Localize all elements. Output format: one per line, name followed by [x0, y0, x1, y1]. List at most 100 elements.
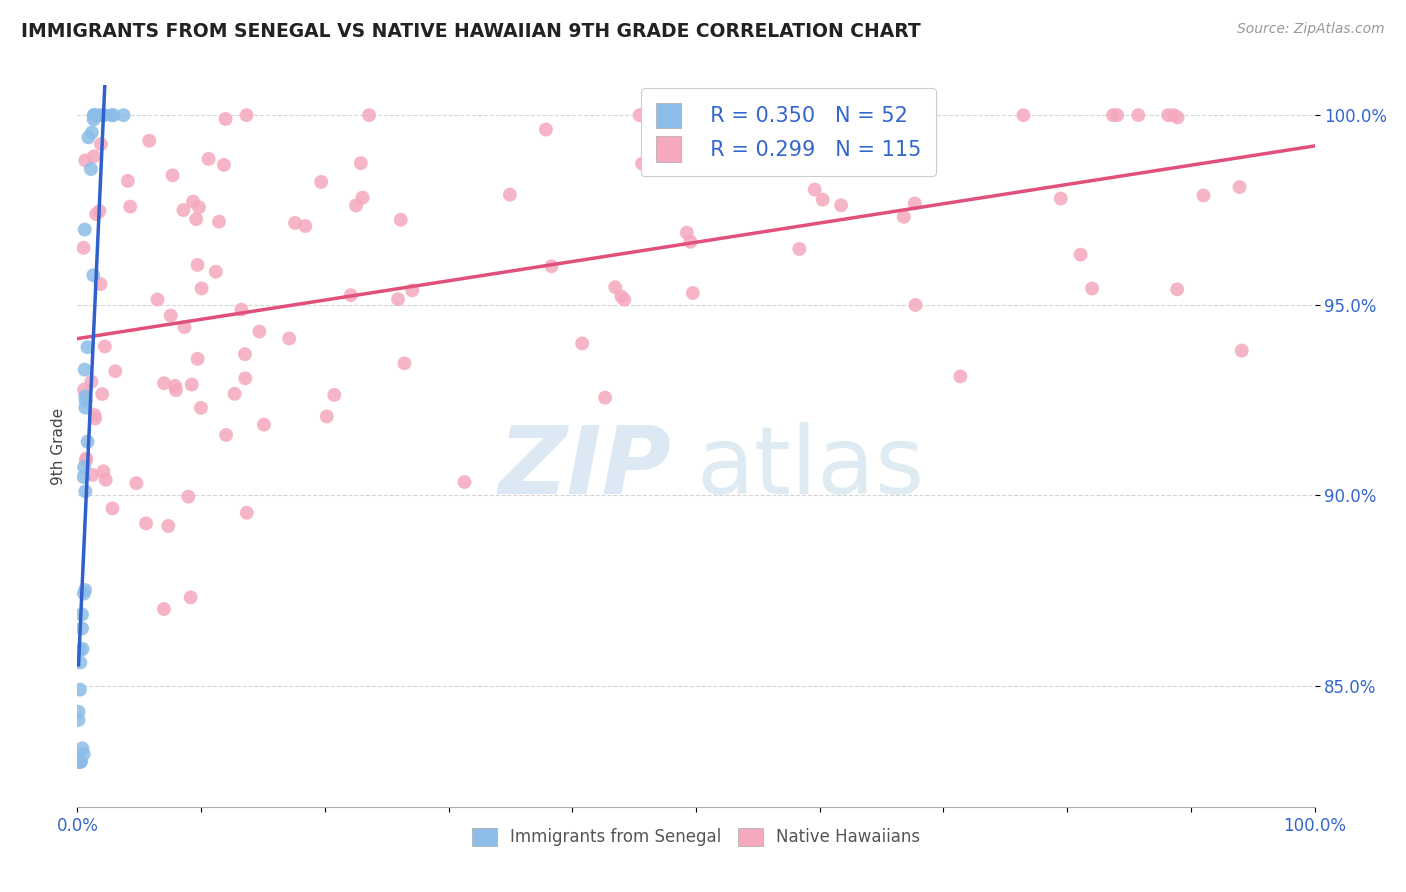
Point — [1012, 108, 1035, 122]
Legend: Immigrants from Senegal, Native Hawaiians: Immigrants from Senegal, Native Hawaiian… — [465, 822, 927, 853]
Point — [651, 108, 673, 122]
Point — [67, 755, 90, 769]
Point — [69, 755, 91, 769]
Point — [811, 193, 834, 207]
Point — [67, 755, 90, 769]
Point — [675, 226, 697, 240]
Point — [1166, 282, 1188, 296]
Point — [82, 467, 104, 482]
Point — [197, 152, 219, 166]
Point — [593, 391, 616, 405]
Point — [1081, 281, 1104, 295]
Point — [1102, 108, 1125, 122]
Point — [125, 476, 148, 491]
Point — [208, 214, 231, 228]
Point — [90, 137, 112, 152]
Point — [69, 755, 91, 769]
Point — [146, 293, 169, 307]
Point — [215, 428, 238, 442]
Point — [247, 325, 270, 339]
Point — [89, 277, 111, 291]
Point — [67, 705, 90, 719]
Point — [165, 379, 187, 393]
Point — [75, 451, 97, 466]
Point — [67, 755, 90, 769]
Point — [1230, 343, 1253, 358]
Point — [205, 265, 228, 279]
Point — [571, 336, 593, 351]
Point — [138, 134, 160, 148]
Point — [153, 602, 176, 616]
Y-axis label: 9th Grade: 9th Grade — [51, 408, 66, 484]
Point — [73, 362, 96, 376]
Point — [1157, 108, 1180, 122]
Point — [534, 122, 557, 136]
Point — [638, 161, 661, 175]
Point — [682, 286, 704, 301]
Point — [631, 156, 654, 170]
Point — [679, 235, 702, 249]
Point — [949, 369, 972, 384]
Point — [75, 153, 97, 168]
Point — [67, 755, 90, 769]
Point — [212, 158, 235, 172]
Point — [75, 401, 97, 415]
Point — [605, 280, 627, 294]
Point — [76, 434, 98, 449]
Point — [75, 389, 97, 403]
Point — [84, 207, 107, 221]
Point — [83, 108, 105, 122]
Point — [73, 383, 96, 397]
Point — [84, 108, 107, 122]
Point — [315, 409, 337, 424]
Point — [181, 194, 204, 209]
Point — [77, 130, 100, 145]
Point — [69, 656, 91, 670]
Point — [73, 582, 96, 597]
Point — [294, 219, 316, 233]
Text: atlas: atlas — [696, 422, 924, 514]
Point — [401, 283, 423, 297]
Point — [180, 591, 202, 605]
Point — [803, 182, 825, 196]
Point — [540, 259, 562, 273]
Point — [190, 401, 212, 415]
Point — [100, 108, 122, 122]
Point — [67, 755, 90, 769]
Point — [187, 200, 209, 214]
Point — [394, 356, 416, 370]
Point — [94, 473, 117, 487]
Point — [278, 331, 301, 345]
Point — [84, 411, 107, 425]
Point — [675, 108, 697, 122]
Point — [67, 755, 90, 769]
Point — [893, 210, 915, 224]
Point — [613, 293, 636, 307]
Point — [233, 371, 256, 385]
Point — [67, 755, 90, 769]
Point — [69, 755, 91, 769]
Point — [83, 408, 105, 422]
Point — [91, 387, 114, 401]
Point — [340, 288, 363, 302]
Point — [89, 108, 111, 122]
Point — [157, 519, 180, 533]
Point — [190, 281, 212, 295]
Point — [1070, 247, 1092, 261]
Point — [1229, 180, 1251, 194]
Point — [67, 755, 90, 769]
Point — [1163, 108, 1185, 122]
Point — [70, 607, 93, 622]
Point — [117, 174, 139, 188]
Point — [323, 388, 346, 402]
Point — [830, 198, 852, 212]
Point — [1049, 192, 1071, 206]
Point — [73, 586, 96, 600]
Point — [172, 203, 194, 218]
Point — [73, 747, 96, 761]
Point — [180, 377, 202, 392]
Point — [186, 212, 208, 227]
Point — [284, 216, 307, 230]
Point — [165, 383, 187, 397]
Point — [89, 204, 111, 219]
